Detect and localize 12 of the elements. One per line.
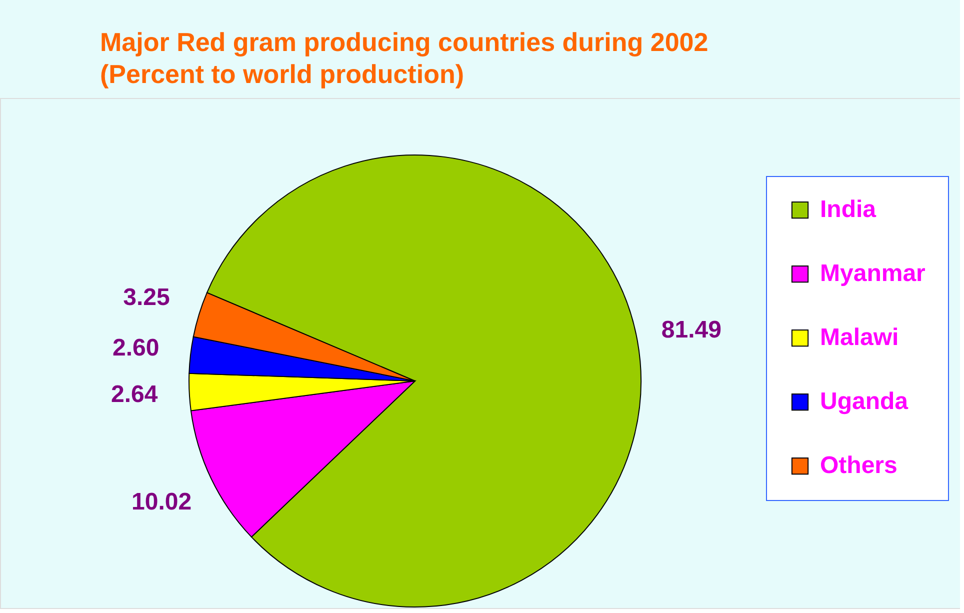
- data-label: 81.49: [661, 316, 722, 344]
- data-label: 3.25: [123, 284, 170, 312]
- legend-label: Others: [820, 452, 898, 479]
- legend-label: India: [820, 196, 877, 223]
- data-label: 2.60: [112, 334, 160, 362]
- legend-label: Uganda: [820, 388, 909, 415]
- legend-label: Malawi: [820, 324, 899, 351]
- chart-title: Major Red gram producing countries during 2002: [100, 27, 708, 57]
- legend-label: Myanmar: [820, 260, 926, 287]
- data-label: 10.02: [132, 488, 192, 516]
- chart-subtitle: (Percent to world production): [100, 59, 464, 89]
- data-label: 2.64: [110, 380, 158, 408]
